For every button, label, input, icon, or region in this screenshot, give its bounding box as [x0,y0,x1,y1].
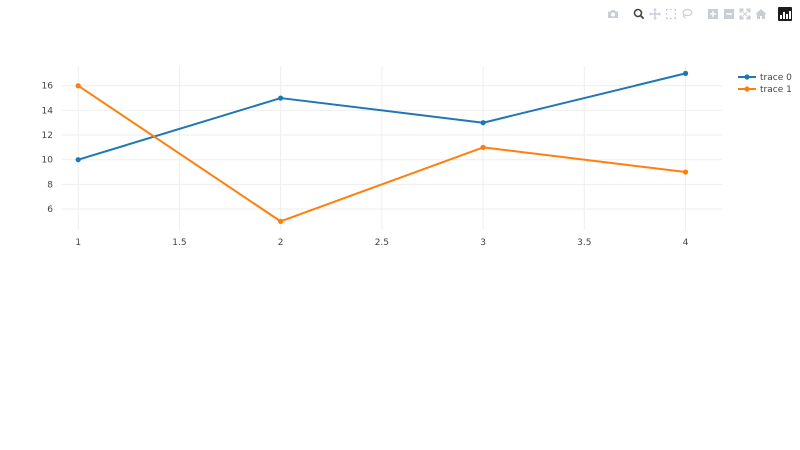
zoom-out-icon[interactable] [722,7,736,21]
camera-icon[interactable] [606,7,620,21]
autoscale-icon[interactable] [738,7,752,21]
data-point[interactable] [480,144,486,150]
legend-item[interactable]: trace 1 [738,85,792,95]
y-tick-label: 14 [42,106,54,116]
series-line [77,72,686,161]
data-point[interactable] [75,157,81,163]
y-tick-label: 16 [42,82,54,92]
legend-item[interactable]: trace 0 [738,73,792,83]
data-point[interactable] [278,95,284,101]
y-axis-ticks: 6 8 10 12 14 16 [42,82,54,215]
reset-axes-icon[interactable] [754,7,768,21]
x-tick-label: 1.5 [172,238,186,248]
series [75,70,689,224]
modebar-group-export [604,7,620,21]
y-tick-label: 8 [47,180,53,190]
series-line [77,84,686,223]
data-point[interactable] [682,169,689,175]
pan-icon[interactable] [648,7,662,21]
modebar-group-zoom [704,7,768,21]
x-tick-label: 3.5 [577,238,591,248]
data-point[interactable] [480,120,486,126]
series-1 [75,83,689,224]
y-tick-label: 6 [47,205,53,215]
zoom-in-icon[interactable] [706,7,720,21]
legend-label: trace 1 [760,85,792,95]
box-select-icon[interactable] [664,7,678,21]
legend-marker-swatch [744,74,750,80]
grid [62,66,722,230]
modebar [594,6,792,22]
plotly-logo-icon[interactable] [778,7,792,21]
series-0 [75,70,689,163]
modebar-group-drag [630,7,694,21]
x-tick-label: 3 [480,238,486,248]
legend: trace 0 trace 1 [738,73,792,95]
modebar-group-logo [778,7,792,21]
legend-marker-swatch [744,86,750,92]
zoom-icon[interactable] [632,7,646,21]
data-point[interactable] [75,83,81,89]
lasso-select-icon[interactable] [680,7,694,21]
x-tick-label: 1 [75,238,81,248]
x-tick-label: 2.5 [375,238,389,248]
x-tick-label: 4 [683,238,689,248]
x-tick-label: 2 [278,238,284,248]
data-point[interactable] [682,70,689,76]
data-point[interactable] [278,218,284,224]
x-axis-ticks: 1 1.5 2 2.5 3 3.5 4 [75,238,688,248]
y-tick-label: 10 [42,156,54,166]
y-tick-label: 12 [42,131,53,141]
legend-label: trace 0 [760,73,792,83]
